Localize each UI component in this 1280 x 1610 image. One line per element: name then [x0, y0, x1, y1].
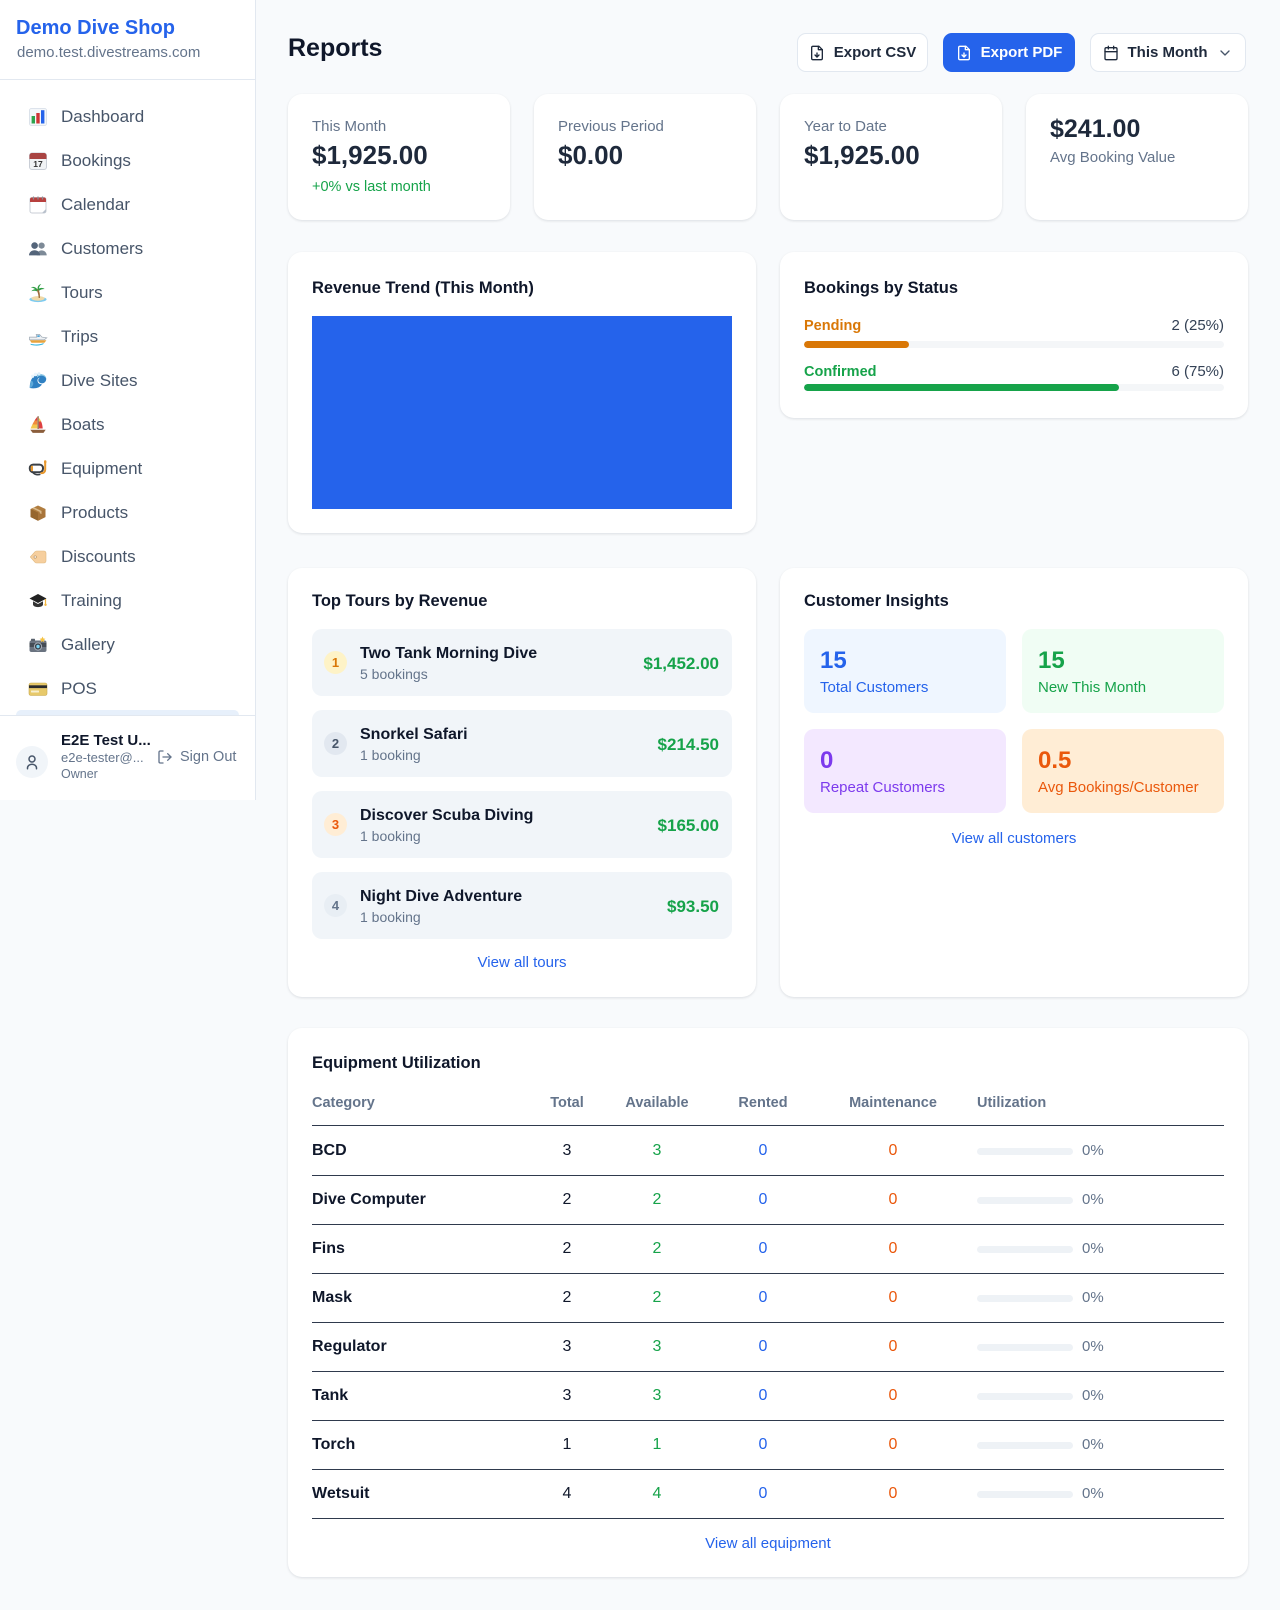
svg-text:17: 17	[33, 159, 43, 169]
